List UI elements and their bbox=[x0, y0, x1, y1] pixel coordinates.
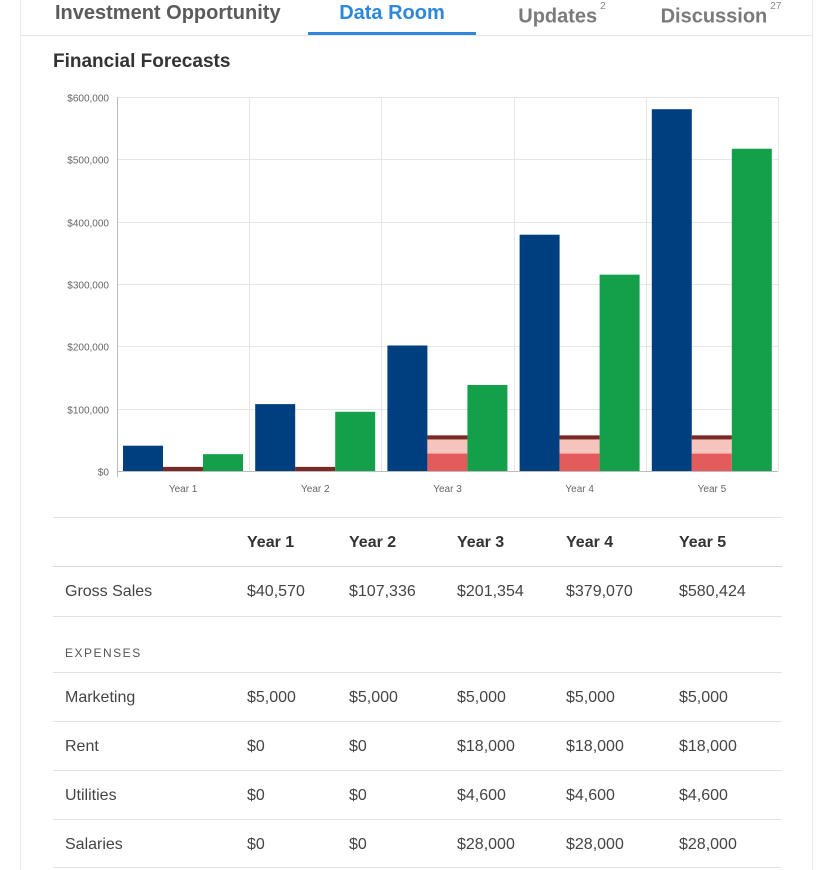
profit-bar bbox=[599, 274, 640, 471]
expense-bar-segment bbox=[559, 439, 600, 451]
tab-label: Updates bbox=[518, 5, 598, 28]
expense-bar-segment bbox=[559, 453, 600, 471]
expense-bar-segment bbox=[691, 450, 732, 454]
table-row-marketing: Marketing $5,000 $5,000 $5,000 $5,000 $5… bbox=[53, 672, 782, 721]
table-row-rent: Rent $0 $0 $18,000 $18,000 $18,000 bbox=[53, 721, 782, 770]
discussion-count-badge: 27 bbox=[770, 1, 782, 12]
tab-bar: Investment Opportunity Data Room Updates… bbox=[21, 0, 812, 36]
row-label: Salaries bbox=[65, 836, 123, 853]
table-bottom-rule bbox=[53, 867, 782, 868]
table-cell: $28,000 bbox=[566, 836, 624, 853]
x-tick-label: Year 2 bbox=[301, 484, 330, 495]
table-cell: $0 bbox=[247, 787, 265, 804]
revenue-bar bbox=[519, 234, 560, 471]
tab-updates[interactable]: Updates 2 bbox=[487, 0, 637, 35]
expense-bar-segment bbox=[427, 450, 468, 454]
y-tick-label: $600,000 bbox=[67, 94, 109, 105]
revenue-bar bbox=[255, 404, 296, 471]
section-label: EXPENSES bbox=[65, 646, 142, 660]
financial-forecast-chart: $0 $100,000 $200,000 $300,000 $400,000 $500,0… bbox=[67, 94, 779, 495]
revenue-bar bbox=[651, 109, 692, 472]
tab-label: Data Room bbox=[339, 2, 445, 24]
profit-bar bbox=[203, 454, 243, 471]
expense-bar-top bbox=[163, 466, 203, 470]
y-tick-label: $200,000 bbox=[67, 343, 109, 354]
table-row-gross-sales: Gross Sales $40,570 $107,336 $201,354 $3… bbox=[53, 567, 782, 616]
panel-right-border bbox=[812, 0, 813, 870]
expense-bar-segment bbox=[427, 453, 468, 471]
y-tick-label: $500,000 bbox=[67, 156, 109, 167]
x-tick-label: Year 5 bbox=[698, 484, 727, 495]
row-label: Utilities bbox=[65, 787, 117, 804]
tab-label: Discussion bbox=[660, 5, 768, 28]
column-header: Year 3 bbox=[457, 534, 505, 551]
table-cell: $0 bbox=[349, 738, 367, 755]
column-header: Year 2 bbox=[349, 534, 397, 551]
revenue-bar bbox=[123, 445, 163, 471]
column-header: Year 5 bbox=[679, 534, 727, 551]
y-tick-label: $0 bbox=[98, 468, 110, 479]
row-label: Rent bbox=[65, 738, 99, 755]
expense-bar-top bbox=[427, 435, 468, 439]
table-cell: $18,000 bbox=[679, 738, 737, 755]
profit-bar bbox=[335, 411, 376, 471]
expense-bar-top bbox=[691, 435, 732, 439]
table-cell: $201,354 bbox=[457, 583, 524, 600]
table-cell: $5,000 bbox=[679, 689, 728, 706]
table-cell: $5,000 bbox=[457, 689, 506, 706]
row-label: Gross Sales bbox=[65, 583, 153, 600]
expense-bar-top bbox=[295, 466, 336, 470]
expense-bar-segment bbox=[427, 439, 468, 451]
table-cell: $5,000 bbox=[566, 689, 615, 706]
x-tick-label: Year 3 bbox=[433, 484, 462, 495]
tab-data-room[interactable]: Data Room bbox=[308, 0, 476, 35]
table-cell: $18,000 bbox=[457, 738, 515, 755]
table-cell: $4,600 bbox=[457, 787, 506, 804]
column-header: Year 4 bbox=[566, 534, 614, 551]
table-cell: $0 bbox=[349, 787, 367, 804]
expense-bar-segment bbox=[559, 450, 600, 454]
profit-bar bbox=[467, 384, 508, 471]
y-tick-label: $400,000 bbox=[67, 219, 109, 230]
expense-bar-segment bbox=[691, 453, 732, 471]
expenses-section-heading: EXPENSES bbox=[53, 616, 782, 672]
profit-bar bbox=[731, 148, 772, 471]
table-cell: $379,070 bbox=[566, 583, 633, 600]
table-row-utilities: Utilities $0 $0 $4,600 $4,600 $4,600 bbox=[53, 770, 782, 819]
table-cell: $28,000 bbox=[457, 836, 515, 853]
table-cell: $0 bbox=[247, 738, 265, 755]
row-label: Marketing bbox=[65, 689, 136, 706]
panel-left-border bbox=[20, 0, 21, 870]
table-cell: $4,600 bbox=[679, 787, 728, 804]
tab-label: Investment Opportunity bbox=[55, 2, 281, 24]
x-tick-label: Year 1 bbox=[169, 484, 198, 495]
table-cell: $580,424 bbox=[679, 583, 746, 600]
table-cell: $5,000 bbox=[247, 689, 296, 706]
x-tick-label: Year 4 bbox=[565, 484, 594, 495]
column-header: Year 1 bbox=[247, 534, 295, 551]
table-cell: $0 bbox=[349, 836, 367, 853]
section-title: Financial Forecasts bbox=[53, 51, 231, 72]
expense-bar-segment bbox=[691, 439, 732, 451]
y-tick-label: $100,000 bbox=[67, 406, 109, 417]
table-cell: $28,000 bbox=[679, 836, 737, 853]
table-cell: $5,000 bbox=[349, 689, 398, 706]
table-cell: $4,600 bbox=[566, 787, 615, 804]
table-cell: $107,336 bbox=[349, 583, 416, 600]
y-tick-label: $300,000 bbox=[67, 281, 109, 292]
table-cell: $40,570 bbox=[247, 583, 305, 600]
tab-discussion[interactable]: Discussion 27 bbox=[651, 0, 791, 35]
table-cell: $18,000 bbox=[566, 738, 624, 755]
updates-count-badge: 2 bbox=[600, 1, 606, 12]
table-cell: $0 bbox=[247, 836, 265, 853]
forecast-table: Year 1 Year 2 Year 3 Year 4 Year 5 Gross… bbox=[53, 517, 782, 868]
table-header-row: Year 1 Year 2 Year 3 Year 4 Year 5 bbox=[53, 517, 782, 567]
tab-investment-opportunity[interactable]: Investment Opportunity bbox=[55, 0, 295, 35]
table-row-salaries: Salaries $0 $0 $28,000 $28,000 $28,000 bbox=[53, 819, 782, 868]
revenue-bar bbox=[387, 345, 428, 471]
expense-bar-top bbox=[559, 435, 600, 439]
